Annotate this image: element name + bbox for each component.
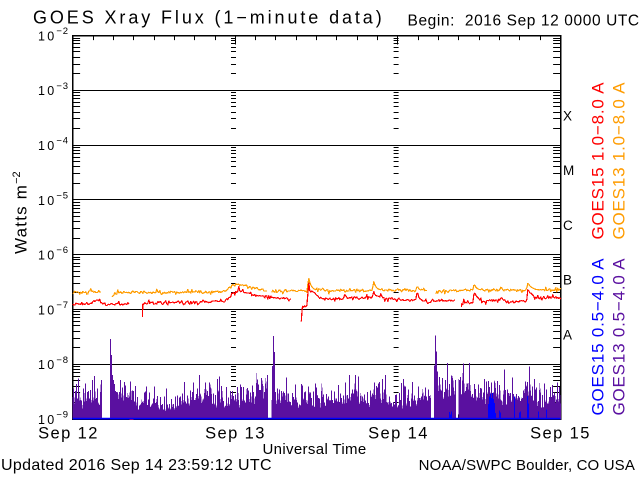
svg-text:Sep 14: Sep 14: [368, 425, 429, 443]
svg-text:Universal Time: Universal Time: [262, 441, 366, 458]
svg-text:NOAA/SWPC Boulder, CO USA: NOAA/SWPC Boulder, CO USA: [419, 457, 635, 474]
svg-text:Sep 15: Sep 15: [530, 425, 591, 443]
svg-text:Begin: 2016 Sep 12 0000 UTC: Begin: 2016 Sep 12 0000 UTC: [408, 13, 640, 30]
svg-text:GOES13 1.0−8.0 A: GOES13 1.0−8.0 A: [610, 82, 629, 240]
svg-text:X: X: [563, 108, 572, 123]
svg-text:GOES13 0.5−4.0 A: GOES13 0.5−4.0 A: [610, 258, 629, 416]
svg-text:M: M: [563, 163, 574, 178]
svg-text:Updated 2016 Sep 14 23:59:12 U: Updated 2016 Sep 14 23:59:12 UTC: [1, 457, 272, 474]
svg-text:Watts m−2: Watts m−2: [11, 171, 30, 254]
svg-text:GOES15 1.0−8.0 A: GOES15 1.0−8.0 A: [589, 82, 608, 240]
svg-text:Sep 13: Sep 13: [205, 425, 266, 443]
svg-text:B: B: [563, 273, 572, 288]
svg-text:GOES Xray Flux (1−minute data): GOES Xray Flux (1−minute data): [33, 8, 385, 28]
svg-text:Sep 12: Sep 12: [38, 425, 99, 443]
svg-text:A: A: [563, 327, 572, 342]
svg-text:C: C: [563, 218, 573, 233]
svg-text:GOES15 0.5−4.0 A: GOES15 0.5−4.0 A: [589, 258, 608, 416]
